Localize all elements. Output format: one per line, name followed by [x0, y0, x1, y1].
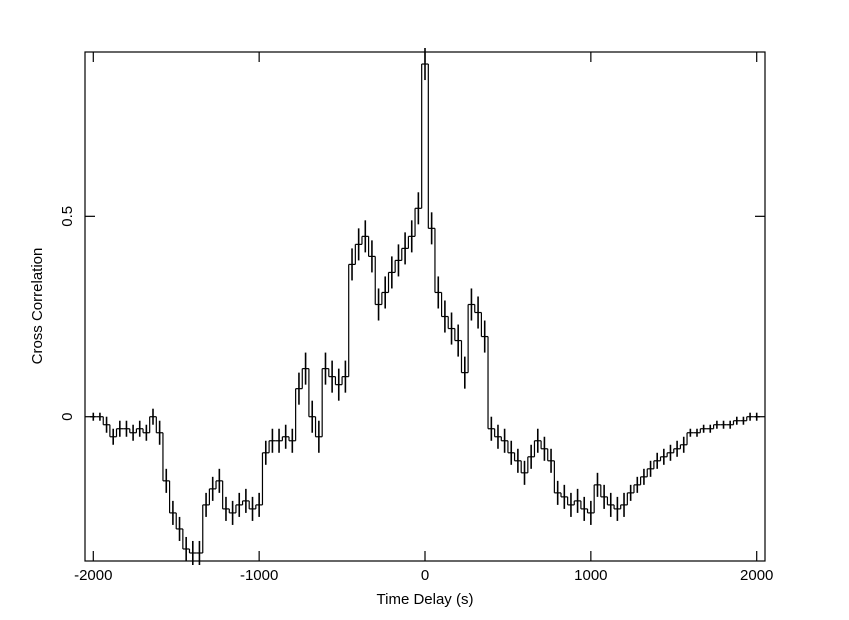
x-tick-label: -2000 — [74, 567, 112, 584]
x-tick-label: 1000 — [574, 567, 607, 584]
plot-frame — [84, 51, 766, 562]
y-axis-label: Cross Correlation — [29, 248, 46, 365]
x-axis-label: Time Delay (s) — [377, 591, 474, 608]
x-tick-label: 2000 — [740, 567, 773, 584]
y-tick-label: 0.5 — [59, 206, 76, 227]
x-tick-label: -1000 — [240, 567, 278, 584]
x-tick-label: 0 — [421, 567, 429, 584]
y-tick-label: 0 — [59, 413, 76, 421]
